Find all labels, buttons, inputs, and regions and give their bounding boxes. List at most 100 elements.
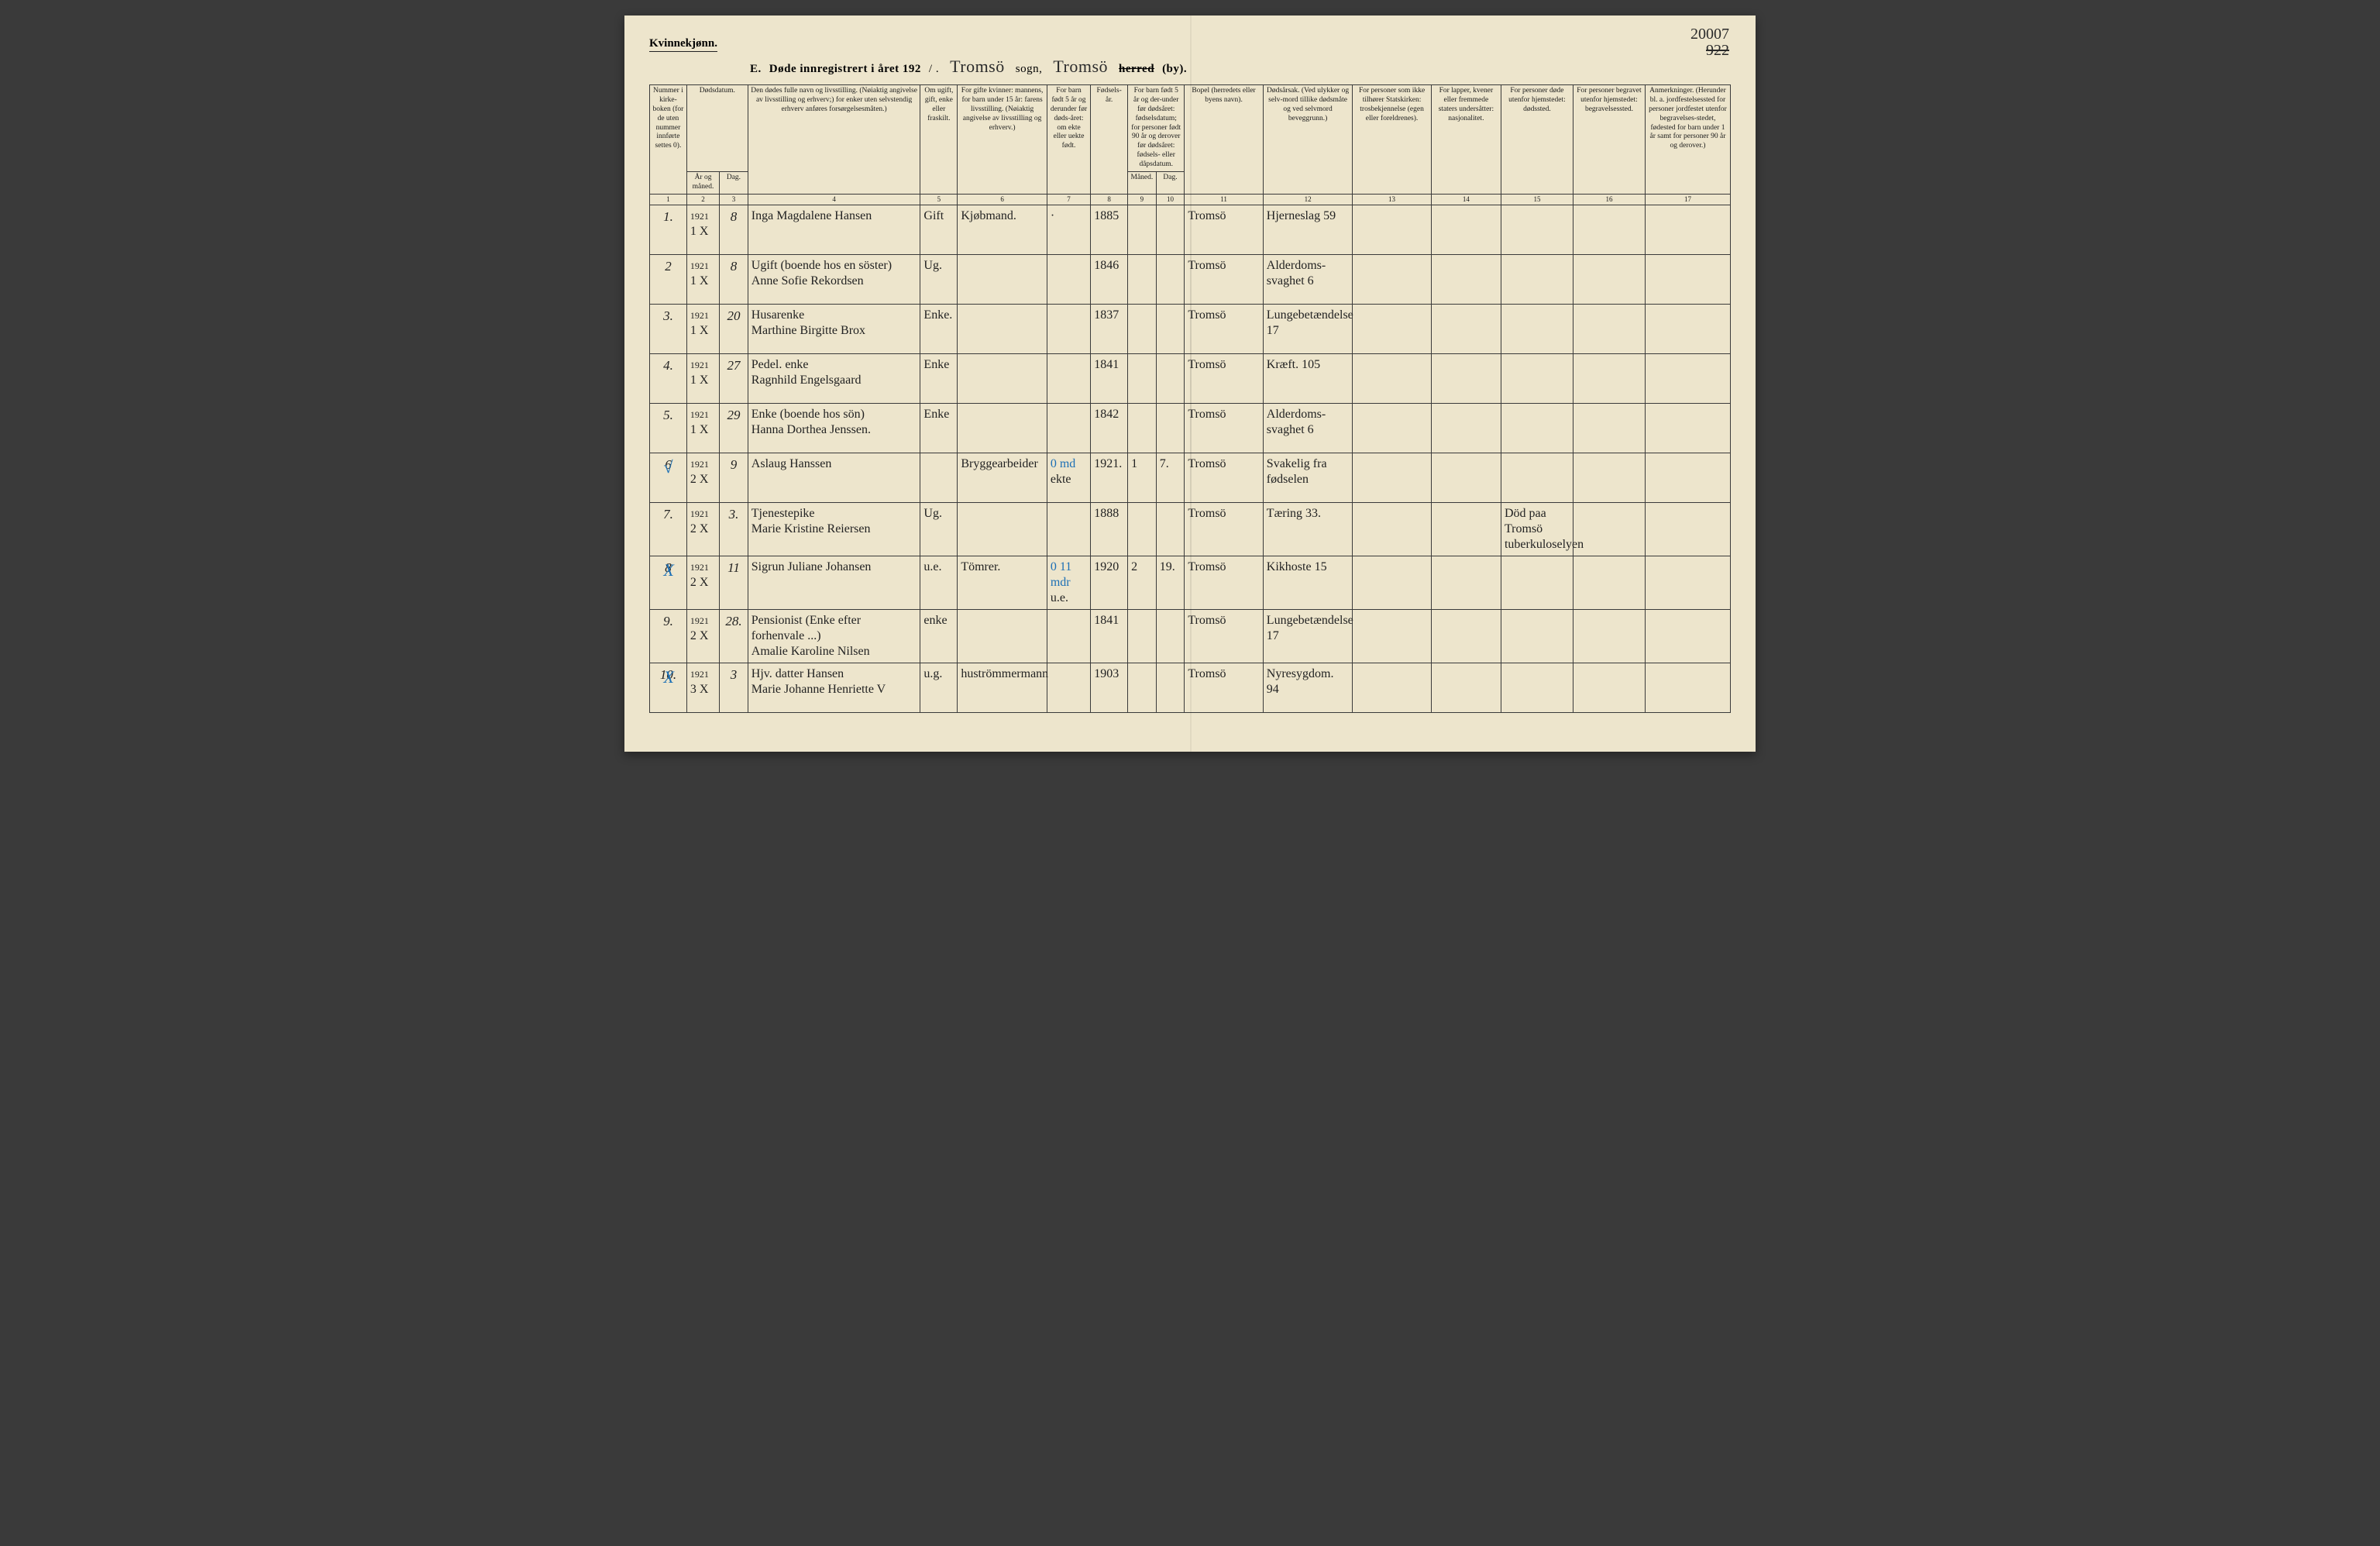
ledger-page: 20007 922 Kvinnekjønn. E. Døde innregist… [624, 15, 1756, 752]
remarks [1645, 556, 1730, 609]
residence: Tromsö [1185, 304, 1263, 353]
cause-of-death: Lungebetændelse 17 [1263, 304, 1353, 353]
hdr-1: Nummer i kirke-boken (for de uten nummer… [650, 85, 687, 195]
table-row: √619212 X9Aslaug HanssenBryggearbeider0 … [650, 453, 1731, 502]
nationality [1431, 403, 1501, 453]
residence: Tromsö [1185, 403, 1263, 453]
birth-day: 7. [1156, 453, 1185, 502]
hdr-2t: Dødsdatum. [686, 85, 748, 172]
birth-day [1156, 502, 1185, 556]
marital-status: u.g. [920, 663, 958, 712]
by-label: (by). [1162, 63, 1187, 76]
cause-of-death: Kræft. 105 [1263, 353, 1353, 403]
table-row: X10.19213 X3Hjv. datter HansenMarie Joha… [650, 663, 1731, 712]
cause-of-death: Kikhoste 15 [1263, 556, 1353, 609]
residence: Tromsö [1185, 609, 1263, 663]
row-number: X8 [650, 556, 687, 609]
coln-5: 5 [920, 194, 958, 205]
birth-year: 1841 [1091, 353, 1128, 403]
death-year-month: 19212 X [686, 609, 719, 663]
creed [1353, 663, 1431, 712]
birth-month [1128, 403, 1157, 453]
spouse-father-occupation [958, 502, 1047, 556]
death-place [1501, 663, 1573, 712]
hdr-8: Fødsels-år. [1091, 85, 1128, 195]
burial-place [1573, 205, 1645, 254]
nationality [1431, 663, 1501, 712]
burial-place [1573, 556, 1645, 609]
table-row: 219211 X8Ugift (boende hos en söster)Ann… [650, 254, 1731, 304]
death-day: 3 [720, 663, 748, 712]
legitimacy: 0 mdekte [1047, 453, 1090, 502]
hdr-12: Dødsårsak. (Ved ulykker og selv-mord til… [1263, 85, 1353, 195]
herred-label: herred [1119, 63, 1154, 76]
residence: Tromsö [1185, 502, 1263, 556]
coln-3: 3 [720, 194, 748, 205]
coln-8: 8 [1091, 194, 1128, 205]
birth-year: 1888 [1091, 502, 1128, 556]
hdr-2a: År og måned. [686, 171, 719, 194]
creed [1353, 453, 1431, 502]
spouse-father-occupation: Bryggearbeider [958, 453, 1047, 502]
birth-year: 1842 [1091, 403, 1128, 453]
marital-status: u.e. [920, 556, 958, 609]
remarks [1645, 453, 1730, 502]
legitimacy: 0 11 mdru.e. [1047, 556, 1090, 609]
death-day: 27 [720, 353, 748, 403]
table-row: 7.19212 X3.TjenestepikeMarie Kristine Re… [650, 502, 1731, 556]
birth-day [1156, 254, 1185, 304]
hdr-16: For personer begravet utenfor hjemstedet… [1573, 85, 1645, 195]
legitimacy [1047, 254, 1090, 304]
burial-place [1573, 403, 1645, 453]
cause-of-death: Alderdoms-svaghet 6 [1263, 403, 1353, 453]
coln-15: 15 [1501, 194, 1573, 205]
nationality [1431, 254, 1501, 304]
hdr-9b: Dag. [1156, 171, 1185, 194]
residence: Tromsö [1185, 205, 1263, 254]
coln-2: 2 [686, 194, 719, 205]
cause-of-death: Svakelig fra fødselen [1263, 453, 1353, 502]
coln-1: 1 [650, 194, 687, 205]
death-place [1501, 453, 1573, 502]
cause-of-death: Tæring 33. [1263, 502, 1353, 556]
creed [1353, 403, 1431, 453]
table-row: 1.19211 X8Inga Magdalene HansenGiftKjøbm… [650, 205, 1731, 254]
coln-10: 10 [1156, 194, 1185, 205]
spouse-father-occupation [958, 403, 1047, 453]
spouse-father-occupation [958, 353, 1047, 403]
death-day: 8 [720, 254, 748, 304]
nationality [1431, 353, 1501, 403]
form-letter: E. [750, 63, 762, 76]
name-occupation: Inga Magdalene Hansen [748, 205, 920, 254]
birth-day [1156, 205, 1185, 254]
birth-year: 1920 [1091, 556, 1128, 609]
death-place [1501, 205, 1573, 254]
hdr-2b: Dag. [720, 171, 748, 194]
birth-day [1156, 609, 1185, 663]
remarks [1645, 254, 1730, 304]
birth-month [1128, 304, 1157, 353]
marital-status [920, 453, 958, 502]
hdr-4: Den dødes fulle navn og livsstilling. (N… [748, 85, 920, 195]
name-occupation: Sigrun Juliane Johansen [748, 556, 920, 609]
table-row: 9.19212 X28.Pensionist (Enke efter forhe… [650, 609, 1731, 663]
birth-year: 1837 [1091, 304, 1128, 353]
death-year-month: 19211 X [686, 403, 719, 453]
row-number: √6 [650, 453, 687, 502]
legitimacy [1047, 403, 1090, 453]
page-number-strike: 922 [1690, 43, 1729, 59]
burial-place [1573, 304, 1645, 353]
page-header: Kvinnekjønn. [649, 37, 1731, 52]
marital-status: Enke [920, 353, 958, 403]
nationality [1431, 502, 1501, 556]
birth-year: 1846 [1091, 254, 1128, 304]
hdr-17: Anmerkninger. (Herunder bl. a. jordfeste… [1645, 85, 1730, 195]
hdr-11: Bopel (herredets eller byens navn). [1185, 85, 1263, 195]
legitimacy [1047, 663, 1090, 712]
table-row: X819212 X11Sigrun Juliane Johansenu.e.Tö… [650, 556, 1731, 609]
spouse-father-occupation [958, 254, 1047, 304]
death-year-month: 19211 X [686, 254, 719, 304]
remarks [1645, 502, 1730, 556]
nationality [1431, 304, 1501, 353]
row-number: 3. [650, 304, 687, 353]
